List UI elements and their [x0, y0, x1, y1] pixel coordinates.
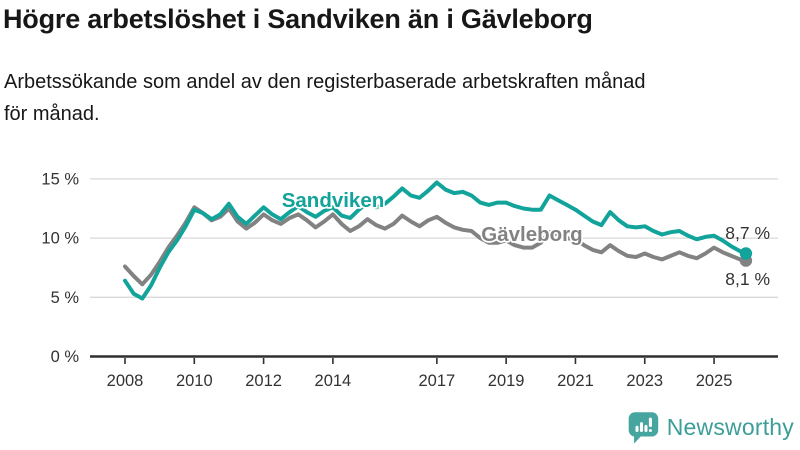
unemployment-line-chart: 2008 2010 2012 2014 2017 2019 2021 2023 2025 0 % 5…	[41, 170, 778, 390]
speech-bubble-shape	[628, 412, 658, 444]
x-tick-label-2019: 2019	[488, 372, 525, 390]
x-tick-label-2021: 2021	[557, 372, 594, 390]
y-tick-label-5: 5 %	[51, 289, 80, 307]
x-tick-label-2014: 2014	[315, 372, 352, 390]
chart-subtitle: Arbetssökande som andel av den registerb…	[4, 66, 794, 130]
newsworthy-logo: Newsworthy	[626, 410, 794, 445]
logo-exclamation-bar	[648, 417, 652, 428]
series-line-sandviken	[123, 180, 748, 301]
logo-exclamation-dot	[648, 429, 652, 432]
series-line-gavleborg	[123, 205, 748, 287]
x-tick-label-2010: 2010	[176, 372, 213, 390]
x-tick-label-2025: 2025	[696, 372, 733, 390]
x-tick-label-2012: 2012	[245, 372, 282, 390]
page-title: Högre arbetslöshet i Sandviken än i Gävl…	[3, 4, 593, 34]
series-label-sandviken: Sandviken	[282, 189, 385, 212]
y-tick-label-0: 0 %	[51, 348, 80, 366]
logo-bar-2	[639, 422, 643, 432]
series-end-dot-sandviken	[739, 247, 753, 260]
x-tick-label-2017: 2017	[418, 372, 455, 390]
brand-wordmark: Newsworthy	[666, 414, 794, 440]
newsworthy-logo-icon	[628, 412, 658, 444]
subtitle-line-1: Arbetssökande som andel av den registerb…	[4, 71, 646, 93]
x-tick-label-2023: 2023	[626, 372, 663, 390]
series-label-gavleborg: Gävleborg	[481, 223, 582, 246]
logo-bar-1	[635, 425, 639, 432]
end-value-label-sandviken: 8,7 %	[725, 223, 770, 243]
subtitle-line-2: för månad.	[4, 103, 100, 125]
y-tick-label-15: 15 %	[41, 170, 79, 188]
x-tick-label-2008: 2008	[107, 372, 144, 390]
logo-bar-3	[644, 424, 648, 432]
end-value-label-gavleborg: 8,1 %	[725, 269, 770, 289]
y-tick-label-10: 10 %	[41, 230, 79, 248]
